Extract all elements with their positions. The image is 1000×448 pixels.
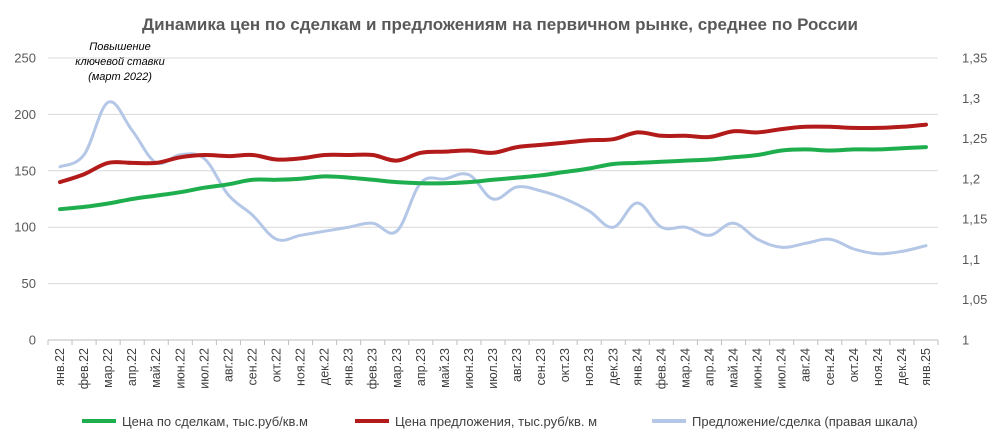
x-tick-label: окт.24 [847, 348, 861, 382]
x-tick-label: янв.23 [342, 348, 356, 386]
series-deals-line [58, 145, 928, 212]
x-tick-label: янв.25 [919, 348, 933, 386]
x-tick-label: апр.24 [702, 348, 716, 386]
x-tick-label: июл.24 [775, 348, 789, 389]
x-tick-label: мар.24 [678, 348, 692, 388]
series-layer [58, 100, 928, 256]
x-tick-label: ноя.22 [294, 348, 308, 386]
x-tick-label: июл.22 [197, 348, 211, 389]
x-tick-label: окт.23 [558, 348, 572, 382]
y2-tick-label: 1,05 [962, 292, 987, 307]
x-tick-label: июн.22 [173, 348, 187, 389]
annotation-line-3: (март 2022) [88, 71, 152, 83]
y-axis-right: 1 1,05 1,1 1,15 1,2 1,25 1,3 1,35 [962, 51, 987, 348]
y-tick-label: 200 [14, 107, 36, 122]
y2-tick-label: 1,3 [962, 91, 980, 106]
x-tick-label: янв.22 [53, 348, 67, 386]
annotation-line-2: ключевой ставки [75, 56, 165, 68]
x-tick-label: ноя.24 [871, 348, 885, 386]
x-tick-label: авг.23 [510, 348, 524, 382]
legend: Цена по сделкам, тыс.руб/кв.м Цена предл… [82, 414, 918, 429]
x-tick-label: июн.23 [462, 348, 476, 389]
annotation: Повышение ключевой ставки (март 2022) [75, 41, 165, 83]
y2-tick-label: 1,2 [962, 171, 980, 186]
y2-tick-label: 1,1 [962, 252, 980, 267]
y-tick-label: 50 [22, 276, 36, 291]
x-tick-label: мар.23 [390, 348, 404, 388]
legend-label-offers: Цена предложения, тыс.руб/кв. м [395, 414, 597, 429]
x-tick-label: авг.24 [799, 348, 813, 382]
y-tick-label: 150 [14, 163, 36, 178]
x-tick-label: июл.23 [486, 348, 500, 389]
y2-tick-label: 1,25 [962, 131, 987, 146]
x-tick-label: май.24 [727, 348, 741, 388]
x-tick-label: янв.24 [630, 348, 644, 386]
x-tick-label: фев.24 [654, 348, 668, 389]
x-tick-label: июн.24 [751, 348, 765, 389]
series-offers-line [58, 122, 928, 185]
x-tick-label: апр.22 [125, 348, 139, 386]
legend-label-ratio: Предложение/сделка (правая шкала) [692, 414, 918, 429]
x-tick-label: май.23 [438, 348, 452, 388]
x-tick-label: мар.22 [101, 348, 115, 388]
x-tick-label: фев.23 [366, 348, 380, 389]
x-tick-label: сен.23 [534, 348, 548, 386]
x-axis: янв.22 фев.22 мар.22 апр.22 май.22 июн.22 июл.… [47, 340, 939, 389]
x-tick-label: фев.22 [77, 348, 91, 389]
gridlines [48, 57, 938, 341]
x-tick-label: дек.24 [895, 348, 909, 385]
x-tick-label: апр.23 [414, 348, 428, 386]
x-tick-label: окт.22 [270, 348, 284, 382]
x-tick-label: дек.22 [318, 348, 332, 385]
y-tick-label: 100 [14, 220, 36, 235]
chart-title: Динамика цен по сделкам и предложениям н… [142, 15, 858, 34]
legend-label-deals: Цена по сделкам, тыс.руб/кв.м [122, 414, 308, 429]
x-tick-label: сен.24 [823, 348, 837, 386]
x-tick-label: дек.23 [606, 348, 620, 385]
y-tick-label: 250 [14, 51, 36, 66]
annotation-line-1: Повышение [89, 41, 150, 53]
x-tick-label: авг.22 [221, 348, 235, 382]
series-ratio-line [58, 100, 928, 256]
x-tick-label: сен.22 [245, 348, 259, 386]
y-axis-left: 0 50 100 150 200 250 [14, 51, 36, 348]
y2-tick-label: 1 [962, 333, 969, 348]
y2-tick-label: 1,35 [962, 51, 987, 66]
x-tick-label: ноя.23 [582, 348, 596, 386]
y2-tick-label: 1,15 [962, 212, 987, 227]
x-tick-label: май.22 [149, 348, 163, 388]
y-tick-label: 0 [29, 333, 36, 348]
